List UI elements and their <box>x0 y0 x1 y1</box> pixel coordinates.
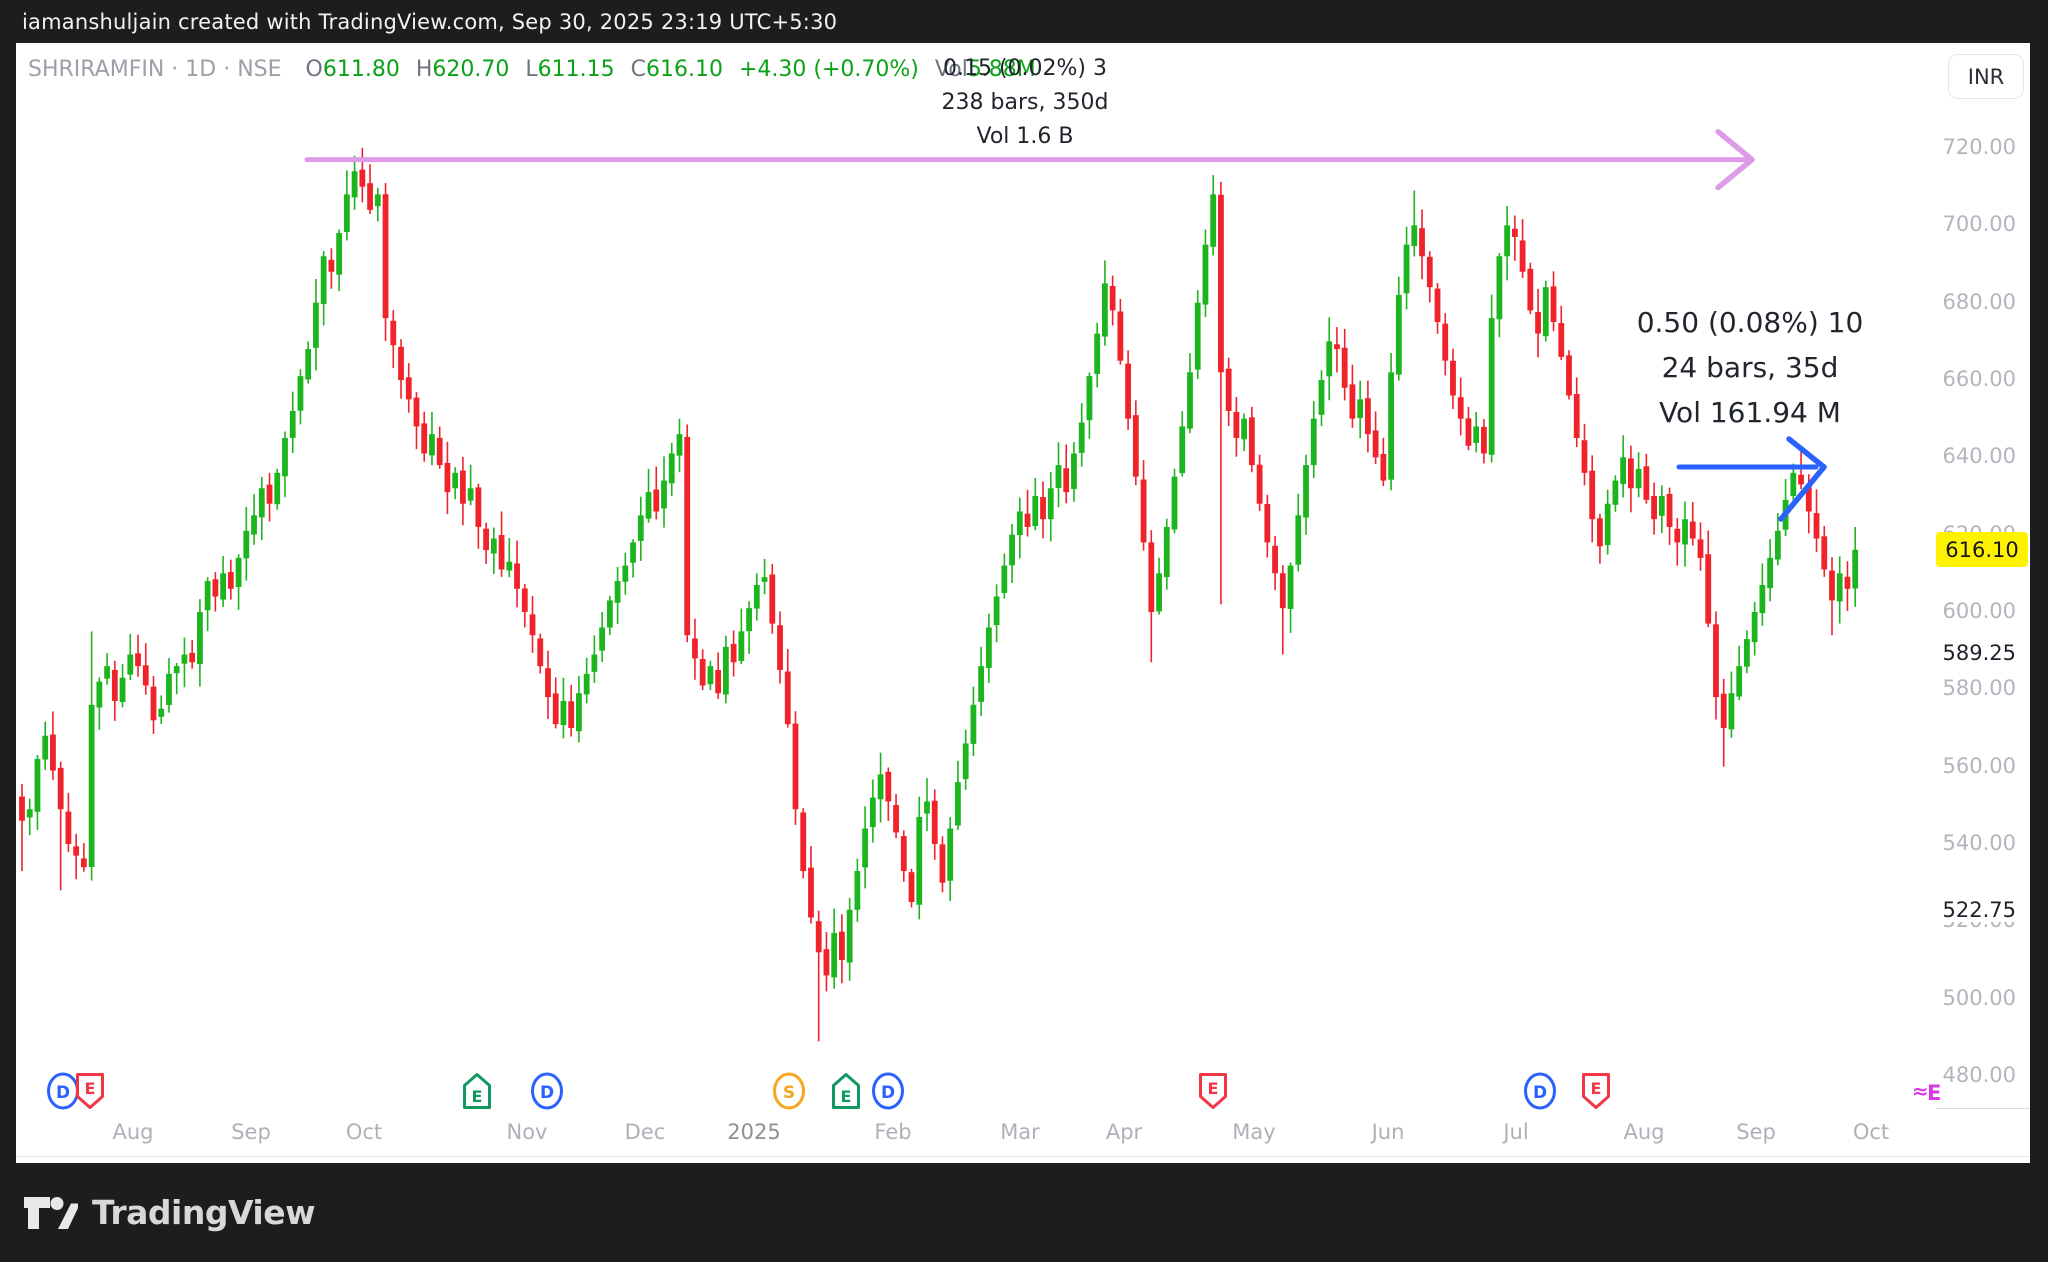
volume: Vol5.88M <box>934 57 1036 82</box>
tradingview-logo-icon <box>24 1196 78 1229</box>
ohlc-open: O611.80 <box>305 57 400 82</box>
chart-panel[interactable] <box>16 43 2030 1163</box>
price-axis-label: 580.00 <box>1942 676 2016 701</box>
tradingview-logo[interactable]: TradingView <box>24 1191 316 1235</box>
range1-change: 0.15 (0.02%) 3 <box>942 56 1108 81</box>
price-axis-label: 720.00 <box>1942 135 2016 159</box>
time-axis-label: Oct <box>1852 1120 1890 1144</box>
time-axis-label: 2025 <box>727 1120 781 1144</box>
range1-bars: 238 bars, 350d <box>941 90 1109 115</box>
svg-text:≈: ≈ <box>1912 1079 1929 1103</box>
split-badge[interactable]: S <box>772 1072 810 1110</box>
brand-bar: TradingView <box>0 1163 2048 1262</box>
svg-text:D: D <box>56 1083 70 1103</box>
range2-bars: 24 bars, 35d <box>1661 351 1839 384</box>
time-axis-label: Feb <box>874 1120 912 1144</box>
time-axis-label: Mar <box>1000 1120 1040 1144</box>
price-axis-label: 500.00 <box>1942 985 2016 1010</box>
price-axis-special-label: 522.75 <box>1906 897 2016 922</box>
svg-text:D: D <box>540 1083 554 1103</box>
last-price-badge: 616.10 <box>1936 532 2028 567</box>
currency-button[interactable]: INR <box>1948 54 2024 99</box>
range-annotation-right: 0.50 (0.08%) 10 24 bars, 35d Vol 161.94 … <box>1580 300 1920 435</box>
range2-volume: Vol 161.94 M <box>1659 396 1841 429</box>
panel-bottom-divider <box>16 1156 2030 1157</box>
earnings-miss-badge[interactable]: E <box>1197 1072 1235 1110</box>
change-value: +4.30 (+0.70%) <box>738 57 919 82</box>
time-axis-label: Aug <box>112 1120 154 1144</box>
price-axis-label: 700.00 <box>1942 212 2016 237</box>
dividend-badge[interactable]: D <box>46 1072 84 1110</box>
dividend-badge[interactable]: D <box>1523 1072 1561 1110</box>
svg-text:E: E <box>472 1087 483 1106</box>
ohlc-close: C616.10 <box>630 57 723 82</box>
measure-arrow[interactable] <box>1676 436 1827 522</box>
svg-text:S: S <box>783 1083 795 1103</box>
time-axis-label: Oct <box>345 1120 383 1144</box>
dividend-badge[interactable]: D <box>530 1072 568 1110</box>
ohlc-low: L611.15 <box>525 57 615 82</box>
range2-change: 0.50 (0.08%) 10 <box>1636 306 1864 339</box>
watermark-text: iamanshuljain created with TradingView.c… <box>22 9 838 34</box>
svg-text:E: E <box>1927 1081 1941 1105</box>
resistance-arrow[interactable] <box>304 128 1755 191</box>
range-annotation-top: 0.15 (0.02%) 3 238 bars, 350d Vol 1.6 B <box>875 52 1175 154</box>
drawings-layer[interactable] <box>304 128 1827 522</box>
svg-text:D: D <box>1533 1083 1547 1103</box>
svg-text:D: D <box>881 1083 895 1103</box>
time-axis-label: Nov <box>506 1120 548 1144</box>
earnings-miss-badge[interactable]: E <box>74 1072 112 1110</box>
tradingview-logo-text: TradingView <box>92 1193 316 1232</box>
time-axis-label: May <box>1232 1120 1276 1144</box>
time-axis-label: Sep <box>1736 1120 1776 1144</box>
time-axis-label: Jun <box>1371 1120 1405 1144</box>
price-axis-label: 640.00 <box>1942 444 2016 469</box>
svg-text:E: E <box>841 1087 852 1106</box>
time-axis-label: Jul <box>1503 1120 1529 1144</box>
svg-text:E: E <box>85 1079 96 1098</box>
svg-text:E: E <box>1208 1079 1219 1098</box>
price-axis-label: 540.00 <box>1942 831 2016 855</box>
price-axis-label: 660.00 <box>1942 367 2016 391</box>
time-axis-label: Aug <box>1623 1120 1665 1144</box>
symbol-header[interactable]: SHRIRAMFIN · 1D · NSE O611.80 H620.70 L6… <box>28 57 1052 82</box>
ohlc-high: H620.70 <box>415 57 510 82</box>
time-axis-label: Sep <box>231 1120 271 1144</box>
price-axis-label: 600.00 <box>1942 599 2016 623</box>
price-axis-label: 480.00 <box>1942 1063 2016 1087</box>
time-axis-label: Apr <box>1105 1120 1143 1144</box>
symbol-title[interactable]: SHRIRAMFIN · 1D · NSE <box>28 57 282 82</box>
time-axis-label: Dec <box>624 1120 666 1144</box>
svg-text:E: E <box>1591 1079 1602 1098</box>
axis-corner-divider <box>1936 1108 2030 1109</box>
price-axis-label: 560.00 <box>1942 753 2016 778</box>
price-axis-label: 680.00 <box>1942 289 2016 314</box>
earnings-beat-badge[interactable]: E <box>461 1072 499 1110</box>
price-axis-special-label: 589.25 <box>1906 640 2016 665</box>
earnings-beat-badge[interactable]: E <box>830 1072 868 1110</box>
candles-layer <box>19 147 1859 1042</box>
upcoming-earnings-badge[interactable]: ≈ E <box>1911 1072 1949 1110</box>
range1-volume: Vol 1.6 B <box>976 124 1074 149</box>
earnings-miss-badge[interactable]: E <box>1580 1072 1618 1110</box>
watermark-bar: iamanshuljain created with TradingView.c… <box>0 0 2048 43</box>
dividend-badge[interactable]: D <box>871 1072 909 1110</box>
